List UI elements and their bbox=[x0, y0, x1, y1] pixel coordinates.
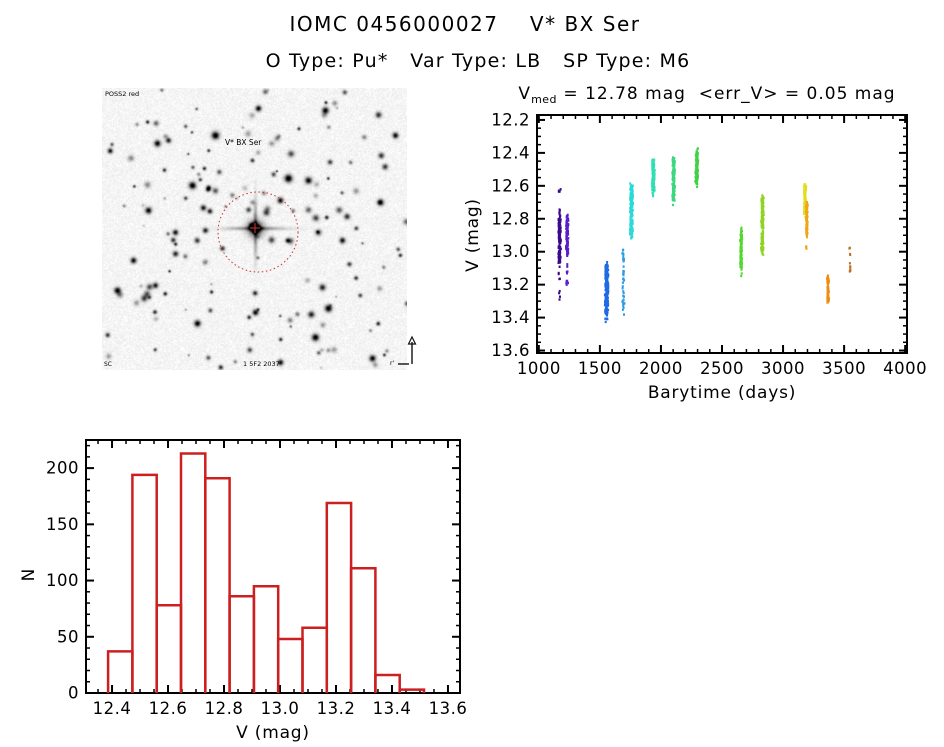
vmed-subscript: med bbox=[531, 93, 558, 106]
histogram-axes: 12.4 12.6 12.8 13.0 13.2 13.4 13.6 0 50 100 150 200 bbox=[46, 439, 468, 718]
lightcurve-x-tick-label: 4000 bbox=[883, 359, 927, 378]
lightcurve-x-tick-label: 2000 bbox=[639, 359, 683, 378]
target-circle bbox=[217, 191, 299, 273]
histogram-x-tick-label: 12.4 bbox=[93, 699, 132, 718]
lightcurve-y-tick-label: 12.2 bbox=[491, 110, 530, 129]
observation-cluster bbox=[557, 188, 562, 301]
lightcurve-plot: 1000 1500 2000 2500 3000 3500 4000 12.2 12.4 12.6… bbox=[463, 110, 927, 403]
lightcurve-y-tick-label: 13.6 bbox=[491, 341, 530, 360]
hist-bar bbox=[301, 626, 329, 693]
histogram-x-tick-label: 12.8 bbox=[205, 699, 244, 718]
hist-bar bbox=[325, 501, 353, 693]
observation-cluster bbox=[694, 147, 700, 188]
hist-bar bbox=[374, 673, 401, 693]
lightcurve-x-axis-title: Barytime (days) bbox=[648, 383, 796, 403]
histogram-y-tick-label: 50 bbox=[57, 627, 79, 646]
lightcurve-y-tick-label: 13.4 bbox=[491, 308, 530, 327]
lightcurve-y-axis-title: V (mag) bbox=[463, 198, 483, 272]
histogram-y-axis-title: N bbox=[20, 569, 39, 582]
corner-label-right: r' bbox=[390, 360, 394, 367]
compass-icon bbox=[398, 335, 417, 365]
observation-cluster bbox=[621, 248, 626, 316]
observation-cluster bbox=[671, 156, 676, 207]
survey-label: POSS2 red bbox=[105, 90, 139, 98]
lightcurve-y-tick-label: 12.8 bbox=[491, 209, 530, 228]
observation-cluster bbox=[826, 274, 830, 304]
hist-bar bbox=[131, 473, 158, 693]
hist-bar bbox=[155, 604, 183, 693]
observation-cluster bbox=[603, 261, 610, 324]
vmed-heading: Vmed = 12.78 mag <err_V> = 0.05 mag bbox=[470, 84, 944, 106]
lightcurve-points bbox=[557, 147, 852, 324]
lightcurve-x-tick-label: 3500 bbox=[822, 359, 866, 378]
lightcurve-x-tick-label: 1500 bbox=[578, 359, 622, 378]
histogram-x-tick-label: 13.6 bbox=[429, 699, 468, 718]
finder-annotations: V* BX Ser POSS2 red 1 5F2 2037 SC r' bbox=[104, 90, 394, 368]
histogram-y-tick-label: 0 bbox=[68, 684, 79, 703]
hist-bar bbox=[276, 637, 304, 693]
lightcurve-x-tick-label: 1000 bbox=[517, 359, 561, 378]
hist-bar bbox=[398, 688, 426, 693]
observation-cluster bbox=[739, 226, 744, 278]
observation-cluster bbox=[565, 213, 570, 286]
object-type-line: O Type: Pu* Var Type: LB SP Type: M6 bbox=[265, 50, 691, 72]
target-name-label: V* BX Ser bbox=[225, 138, 262, 147]
histogram-bars bbox=[106, 452, 426, 693]
histogram-x-axis-title: V (mag) bbox=[236, 723, 310, 743]
lightcurve-axes: 1000 1500 2000 2500 3000 3500 4000 12.2 12.4 12.6… bbox=[491, 110, 927, 378]
histogram-y-tick-label: 200 bbox=[46, 459, 79, 478]
observation-cluster bbox=[629, 182, 634, 240]
histogram-x-tick-label: 12.6 bbox=[149, 699, 188, 718]
lightcurve-y-tick-label: 12.4 bbox=[491, 143, 530, 162]
main-title: IOMC 0456000027 V* BX Ser bbox=[289, 12, 641, 36]
compass-north-arrowhead bbox=[407, 335, 417, 345]
hist-bar bbox=[252, 584, 280, 693]
lightcurve-y-tick-label: 13.2 bbox=[491, 275, 530, 294]
histogram-y-tick-label: 150 bbox=[46, 515, 79, 534]
vmed-value-text: = 12.78 mag <err_V> = 0.05 mag bbox=[557, 84, 896, 104]
lightcurve-y-tick-label: 13.0 bbox=[491, 242, 530, 261]
observation-cluster bbox=[848, 246, 852, 273]
observation-cluster bbox=[651, 158, 656, 198]
hist-bar bbox=[349, 566, 377, 693]
epoch-label: 1 5F2 2037 bbox=[243, 360, 280, 368]
observation-cluster bbox=[805, 201, 809, 239]
hist-bar bbox=[204, 476, 231, 693]
lightcurve-y-tick-label: 12.6 bbox=[491, 176, 530, 195]
vmed-symbol: V bbox=[518, 84, 532, 104]
histogram-y-tick-label: 100 bbox=[46, 571, 79, 590]
hist-bar bbox=[179, 452, 207, 693]
hist-bar bbox=[228, 595, 256, 693]
histogram-x-tick-label: 13.2 bbox=[317, 699, 356, 718]
histogram-x-tick-label: 13.4 bbox=[373, 699, 412, 718]
lightcurve-x-tick-label: 3000 bbox=[761, 359, 805, 378]
magnitude-histogram: 12.4 12.6 12.8 13.0 13.2 13.4 13.6 0 50 100 150 200… bbox=[20, 439, 468, 743]
lightcurve-x-tick-label: 2500 bbox=[700, 359, 744, 378]
histogram-x-tick-label: 13.0 bbox=[261, 699, 300, 718]
finder-chart: V* BX Ser POSS2 red 1 5F2 2037 SC r' bbox=[102, 88, 407, 370]
observation-cluster bbox=[805, 245, 808, 250]
observation-cluster bbox=[760, 194, 765, 256]
corner-label-left: SC bbox=[104, 361, 112, 368]
